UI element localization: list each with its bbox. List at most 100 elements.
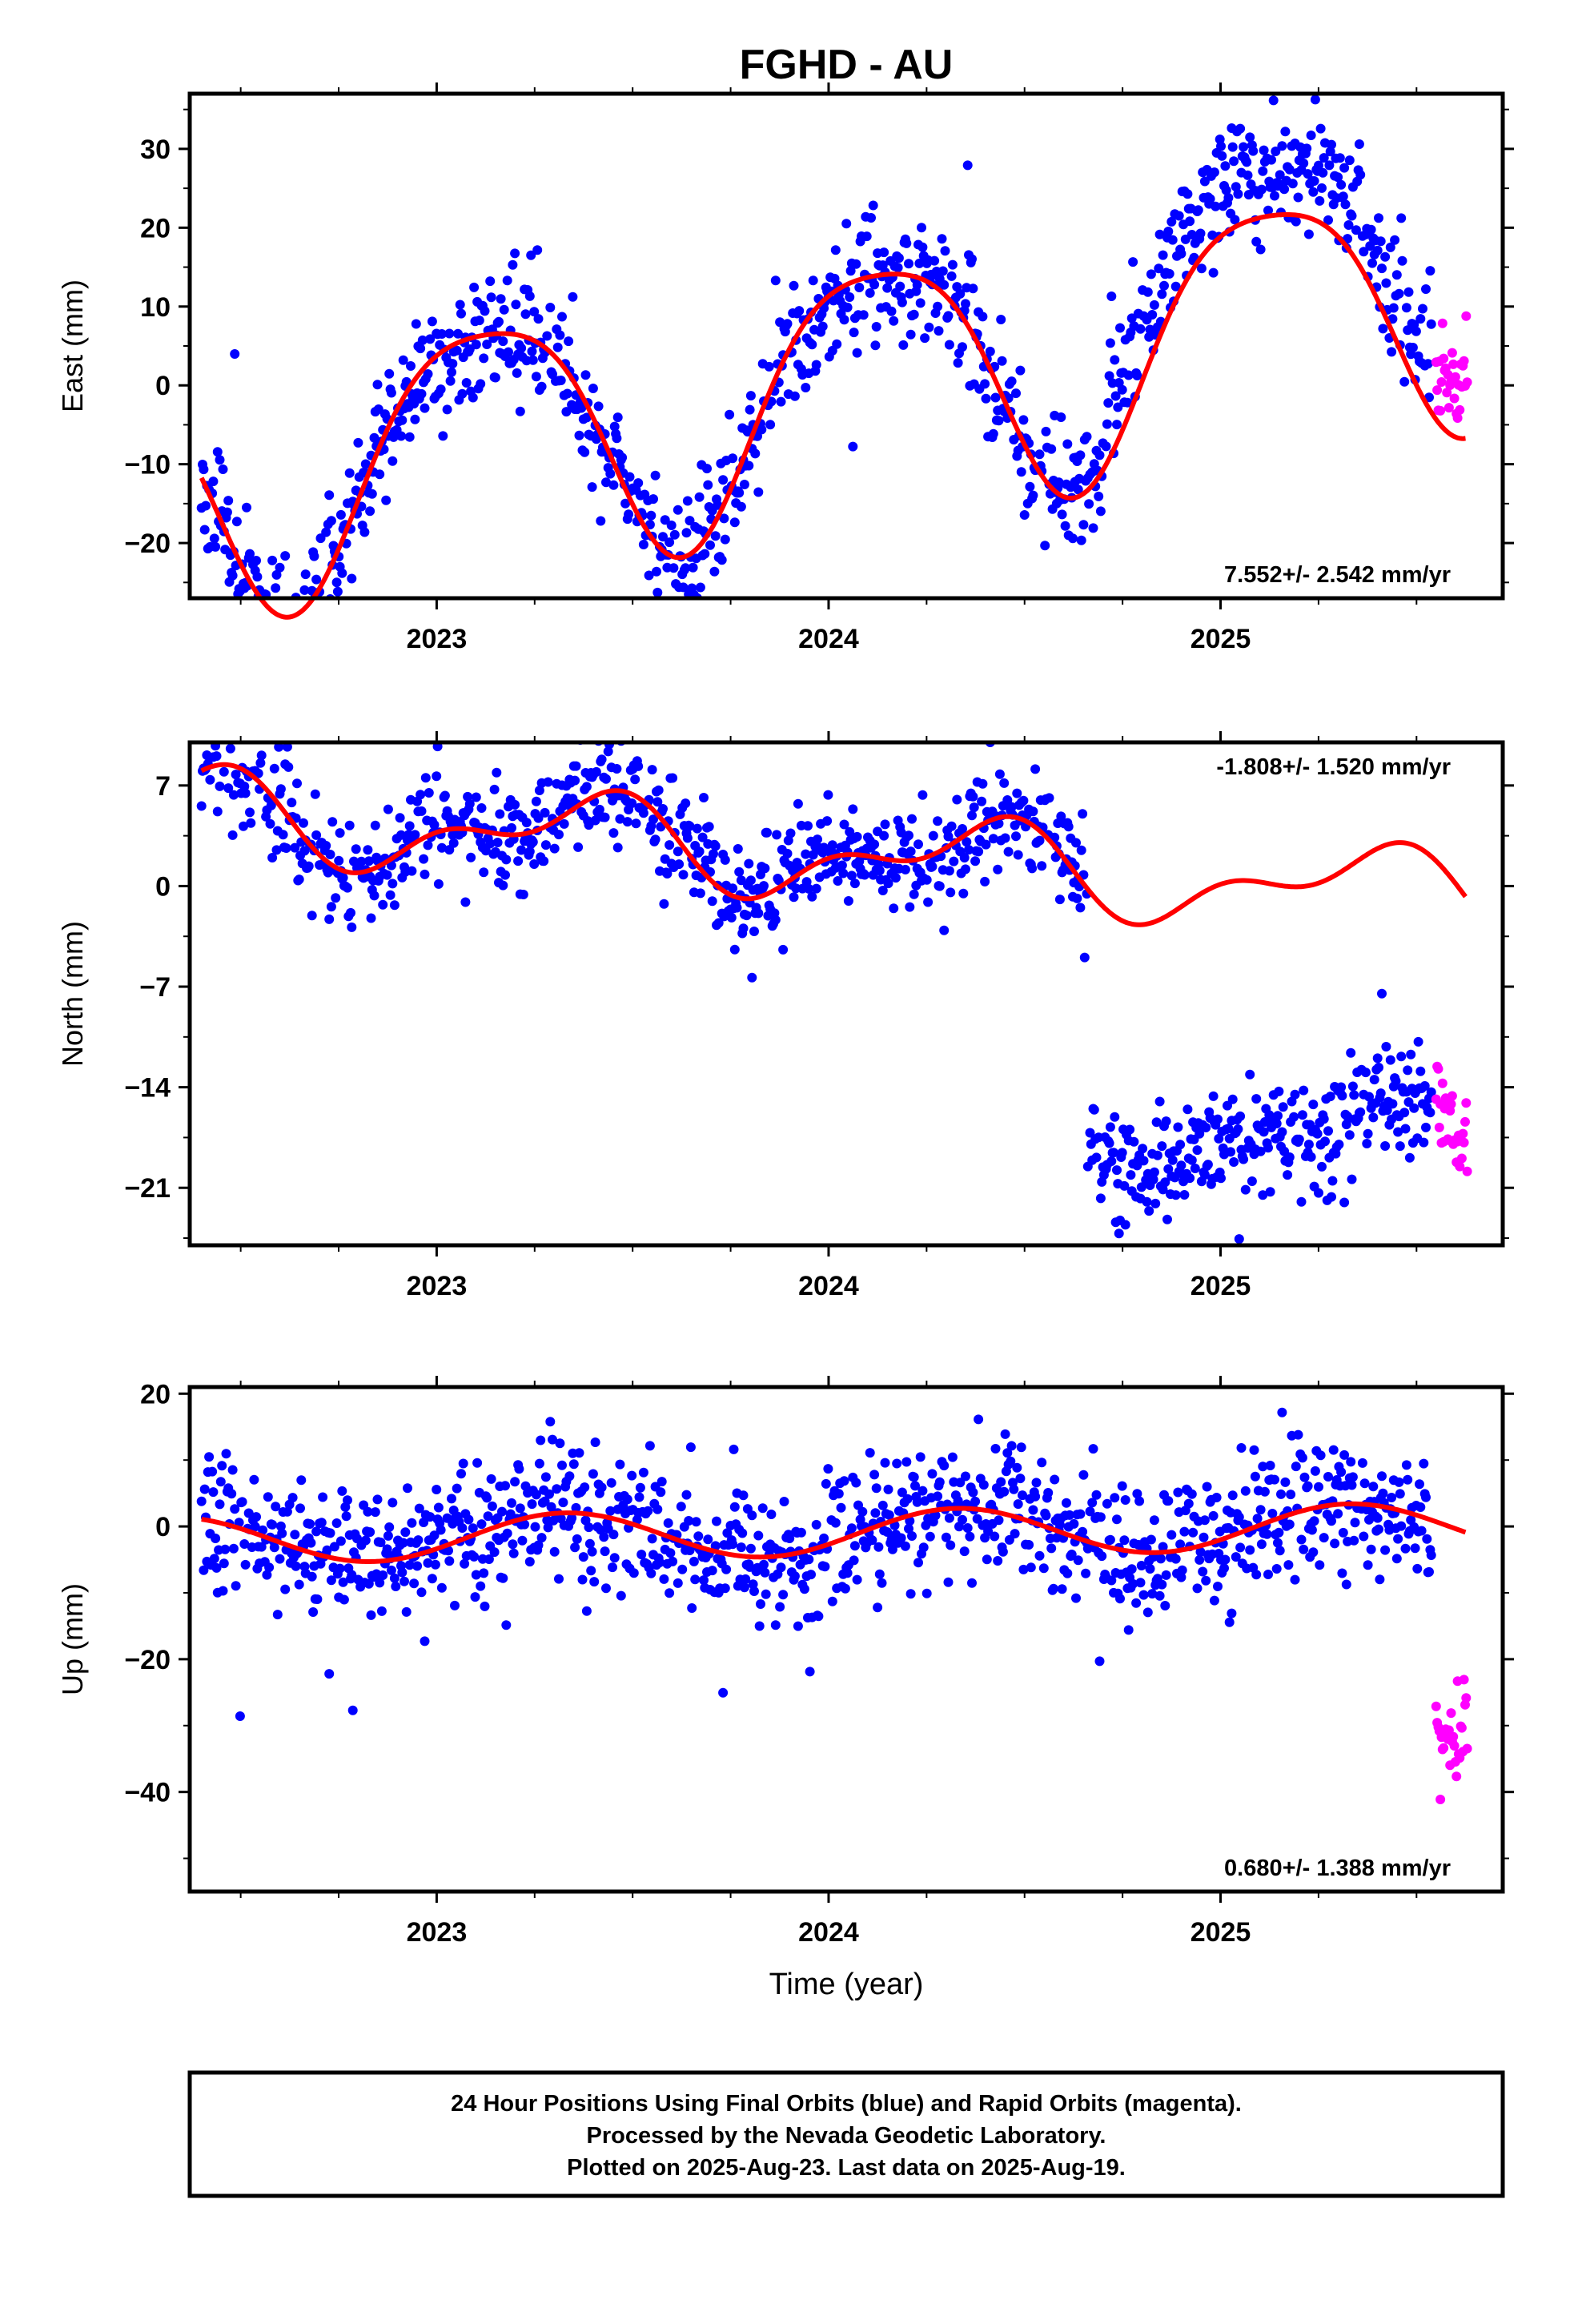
data-point <box>627 798 637 808</box>
data-point <box>291 1561 301 1571</box>
data-point <box>372 1494 383 1505</box>
data-point <box>486 1474 496 1484</box>
data-point <box>1279 80 1288 90</box>
data-point <box>1461 1098 1472 1108</box>
data-point <box>659 1574 669 1584</box>
data-point <box>1195 1546 1206 1557</box>
data-point <box>811 360 821 370</box>
data-point <box>1317 1161 1327 1172</box>
data-point <box>1106 1575 1117 1586</box>
data-point <box>624 472 635 482</box>
data-point <box>1268 95 1279 106</box>
data-point <box>620 498 631 509</box>
data-point <box>424 788 434 798</box>
data-point <box>1431 1701 1441 1711</box>
data-point <box>463 791 473 802</box>
y-tick-label: 20 <box>140 213 171 243</box>
data-point <box>1195 228 1206 239</box>
data-point <box>1209 167 1219 178</box>
data-point <box>1095 1512 1106 1522</box>
data-point <box>389 1573 400 1583</box>
data-point <box>344 820 355 830</box>
data-point <box>1126 1564 1137 1574</box>
data-point <box>873 1602 883 1613</box>
data-point <box>1071 838 1081 848</box>
data-point <box>1179 1190 1190 1200</box>
data-point <box>988 428 998 439</box>
data-point <box>326 1575 336 1586</box>
data-point <box>946 821 957 831</box>
data-point <box>1276 1489 1286 1499</box>
data-point <box>524 291 535 301</box>
data-point <box>1202 1482 1212 1492</box>
data-point <box>1037 1458 1047 1468</box>
data-point <box>335 828 345 838</box>
data-point <box>464 1514 474 1525</box>
data-point <box>990 1444 1001 1454</box>
data-point <box>944 1513 954 1523</box>
data-point <box>290 1530 300 1540</box>
data-point <box>227 570 238 581</box>
data-point <box>1185 216 1195 227</box>
data-point <box>436 842 447 853</box>
data-point <box>739 480 749 489</box>
data-point <box>1158 250 1168 260</box>
data-point <box>804 1554 814 1565</box>
data-point <box>1119 1535 1130 1546</box>
data-point <box>221 1449 231 1459</box>
data-point <box>1129 1136 1139 1147</box>
data-point <box>617 452 628 463</box>
data-point <box>841 219 852 229</box>
data-point <box>1015 365 1026 376</box>
data-point <box>1040 541 1050 551</box>
data-point <box>747 1510 757 1521</box>
data-point <box>1126 1170 1136 1180</box>
data-point <box>568 292 578 302</box>
data-point <box>1270 1474 1279 1485</box>
data-point <box>1201 1123 1211 1132</box>
data-point <box>1101 441 1111 452</box>
data-point <box>205 774 215 785</box>
data-point <box>419 1518 429 1527</box>
data-point <box>901 1457 912 1467</box>
data-point <box>1149 300 1159 310</box>
data-point <box>557 312 567 322</box>
x-tick-label: 2023 <box>407 1917 468 1948</box>
data-point <box>1110 355 1120 365</box>
data-point <box>425 334 436 344</box>
data-point <box>1270 191 1279 201</box>
data-point <box>1401 1460 1411 1470</box>
data-point <box>1336 179 1347 190</box>
data-point <box>967 1578 977 1588</box>
data-point <box>915 1452 926 1462</box>
data-point <box>601 477 611 488</box>
data-point <box>1251 1570 1262 1580</box>
data-point <box>246 818 256 828</box>
data-point <box>232 700 242 710</box>
data-point <box>283 762 294 772</box>
data-point <box>1418 304 1427 314</box>
data-point <box>1340 199 1351 210</box>
data-point <box>1012 788 1022 798</box>
data-point <box>1350 1518 1360 1528</box>
data-point <box>789 391 800 401</box>
data-point <box>1220 161 1231 171</box>
data-point <box>498 336 508 347</box>
data-point <box>782 319 793 329</box>
data-point <box>584 1522 594 1533</box>
data-point <box>702 464 712 474</box>
data-point <box>209 1554 219 1564</box>
data-point <box>884 1510 894 1520</box>
data-point <box>223 783 234 794</box>
data-point <box>1395 1141 1405 1152</box>
data-point <box>1224 1617 1235 1627</box>
data-point <box>839 315 849 325</box>
data-point <box>1426 1087 1436 1097</box>
data-point <box>520 1519 530 1530</box>
data-point <box>347 573 357 584</box>
y-axis-label: North (mm) <box>56 921 89 1067</box>
data-point <box>384 368 395 379</box>
data-point <box>1359 1531 1369 1542</box>
data-point <box>299 818 308 828</box>
